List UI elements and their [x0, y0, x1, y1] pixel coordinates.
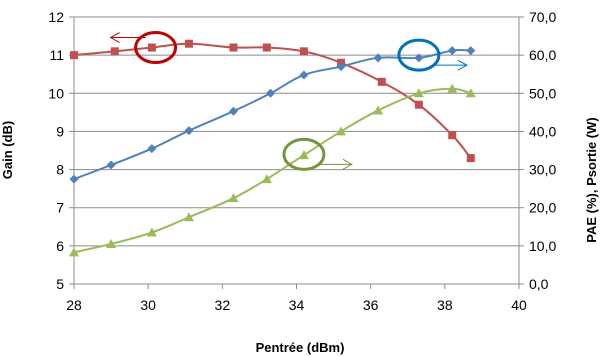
x-tick-label: 32: [215, 297, 231, 313]
data-point-diamond: [373, 53, 383, 63]
data-point-triangle: [228, 193, 239, 203]
data-point-diamond: [228, 106, 238, 116]
data-point-diamond: [447, 46, 457, 56]
series: [69, 39, 476, 257]
data-point-diamond: [184, 126, 194, 136]
data-point-square: [377, 77, 386, 86]
data-point-square: [70, 51, 78, 60]
x-tick-label: 28: [66, 297, 82, 313]
y-right-tick-label: 30,0: [529, 162, 556, 178]
x-tick-label: 36: [363, 297, 379, 313]
tick-labels: 5 6 7 8 9 10 11 12 0,0 10,0 20,0 30,0 40,0 50,0 60,0 70…: [48, 9, 556, 313]
data-point-diamond: [336, 62, 346, 72]
data-point-square: [110, 47, 119, 56]
series-1: [69, 46, 476, 184]
data-point-square: [184, 39, 193, 48]
y-right-tick-label: 60,0: [529, 47, 556, 63]
y-left-tick-label: 12: [48, 9, 64, 25]
data-point-triangle: [413, 88, 424, 98]
x-tick-label: 30: [140, 297, 156, 313]
data-point-square: [448, 131, 457, 140]
data-point-diamond: [147, 144, 157, 154]
y-right-tick-label: 70,0: [529, 9, 556, 25]
y-right-tick-label: 50,0: [529, 85, 556, 101]
data-point-triangle: [261, 174, 272, 184]
data-point-diamond: [466, 46, 476, 56]
y-left-tick-label: 9: [56, 123, 64, 139]
data-point-triangle: [298, 150, 309, 160]
data-point-diamond: [414, 53, 424, 63]
data-point-triangle: [336, 126, 346, 136]
data-point-triangle: [465, 88, 476, 98]
y-axis-right-title: PAE (%), Psortie (W): [584, 117, 599, 242]
data-point-diamond: [69, 174, 79, 184]
y-right-tick-label: 10,0: [529, 238, 556, 254]
y-right-tick-label: 20,0: [529, 200, 556, 216]
annotation-arrowhead: [457, 59, 468, 71]
data-point-square: [229, 43, 238, 52]
annotation-1: [397, 38, 468, 72]
annotation-ellipse: [134, 31, 178, 65]
y-left-tick-label: 7: [56, 200, 64, 216]
axes: [69, 16, 524, 289]
annotations: [109, 31, 468, 171]
x-tick-label: 40: [511, 297, 527, 313]
y-axis-left-title: Gain (dB): [0, 121, 15, 180]
data-point-triangle: [447, 83, 458, 93]
data-point-square: [414, 100, 423, 109]
y-left-tick-label: 6: [56, 238, 64, 254]
data-point-square: [299, 47, 308, 56]
data-point-square: [147, 43, 156, 52]
x-axis-title: Pentrée (dBm): [256, 340, 345, 355]
y-left-tick-label: 11: [49, 47, 64, 63]
y-left-tick-label: 8: [56, 162, 64, 178]
data-point-diamond: [106, 160, 116, 170]
series-line: [73, 42, 472, 159]
x-tick-label: 38: [437, 297, 453, 313]
y-right-tick-label: 0,0: [529, 276, 549, 292]
annotation-ellipse: [282, 137, 326, 171]
series-2: [69, 83, 476, 257]
data-point-diamond: [266, 88, 276, 98]
data-point-diamond: [299, 70, 309, 80]
data-point-triangle: [373, 105, 384, 115]
data-point-triangle: [69, 247, 79, 257]
series-line: [73, 87, 472, 254]
x-tick-label: 34: [289, 297, 305, 313]
data-point-triangle: [146, 227, 157, 237]
y-left-tick-label: 5: [56, 276, 64, 292]
y-right-tick-label: 40,0: [529, 123, 556, 139]
data-point-triangle: [183, 212, 194, 222]
data-point-square: [262, 43, 271, 52]
annotation-0: [109, 31, 178, 65]
annotation-2: [282, 137, 353, 171]
y-left-tick-label: 10: [48, 85, 64, 101]
data-point-square: [466, 154, 475, 163]
annotation-arrowhead: [109, 32, 120, 43]
annotation-ellipse: [397, 38, 441, 72]
data-point-triangle: [106, 238, 117, 248]
annotation-arrowhead: [342, 158, 353, 170]
